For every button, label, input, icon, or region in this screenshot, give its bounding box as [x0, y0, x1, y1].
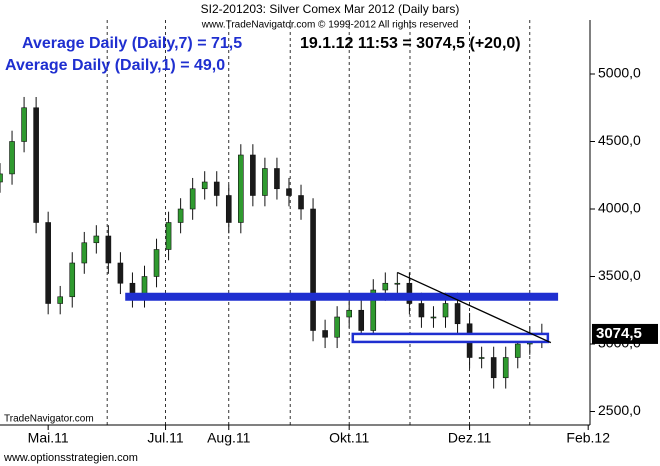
- candle-body: [490, 357, 497, 379]
- candle-body: [238, 154, 244, 223]
- indicator-label: Average Daily (Daily,1) = 49,0: [5, 57, 225, 74]
- candle-body: [45, 222, 51, 304]
- candle-body: [514, 343, 521, 358]
- candle-body: [165, 222, 172, 250]
- candle-body: [322, 330, 328, 338]
- candle-body: [177, 208, 184, 223]
- x-tick-label: Jul.11: [147, 430, 184, 446]
- candle-body: [225, 195, 232, 223]
- y-tick-label: 5000,0: [598, 65, 641, 81]
- footer: www.optionsstrategien.com: [3, 452, 138, 464]
- candle-body: [117, 262, 124, 284]
- candle-body: [478, 357, 485, 359]
- x-tick-label: Aug.11: [207, 430, 251, 446]
- candle-body: [454, 303, 461, 325]
- x-tick-label: Feb.12: [566, 430, 610, 446]
- candle-body: [81, 242, 88, 264]
- candle-body: [358, 309, 365, 331]
- x-tick-label: Okt.11: [329, 430, 369, 446]
- candle-body: [430, 316, 437, 319]
- y-tick-label: 4500,0: [598, 132, 641, 148]
- candle-body: [394, 282, 401, 285]
- candle-body: [213, 181, 220, 196]
- y-tick-label: 4000,0: [598, 200, 641, 216]
- last-price-label: 3074,5: [596, 325, 642, 342]
- candle-body: [310, 208, 316, 331]
- candle-body: [418, 303, 425, 318]
- candle-body: [502, 357, 509, 379]
- y-tick-label: 2500,0: [598, 402, 641, 418]
- level-band: [125, 292, 559, 301]
- candle-body: [442, 303, 449, 318]
- last-price-box: [592, 323, 658, 344]
- chart-title: SI2-201203: Silver Comex Mar 2012 (Daily…: [201, 2, 460, 16]
- candle-body: [93, 235, 100, 244]
- candle-body: [286, 188, 292, 196]
- candle-body: [262, 168, 268, 196]
- chart-subtitle: www.TradeNavigator.com © 1999-2012 All r…: [201, 20, 459, 31]
- candle-body: [33, 107, 39, 223]
- candle-body: [346, 309, 352, 318]
- candle-body: [334, 316, 340, 338]
- candle-body: [21, 107, 27, 142]
- candle-body: [382, 282, 389, 291]
- indicator-label: Average Daily (Daily,7) = 71,5: [22, 35, 242, 52]
- candle-body: [105, 235, 112, 264]
- candle-body: [298, 195, 304, 210]
- x-tick-label: Dez.11: [448, 430, 492, 446]
- candle-body: [370, 289, 377, 331]
- candle-body: [9, 141, 15, 175]
- candle-body: [274, 168, 280, 190]
- level-band: [351, 332, 550, 344]
- candle-body: [57, 296, 64, 304]
- candle-body: [189, 188, 196, 210]
- candle-body: [250, 154, 256, 196]
- y-tick-label: 3500,0: [598, 267, 641, 283]
- candle-body: [69, 262, 76, 298]
- quote-label: 19.1.12 11:53 = 3074,5 (+20,0): [300, 35, 521, 52]
- trendline: [397, 271, 552, 344]
- candle-body: [0, 173, 3, 183]
- candle-body: [201, 181, 208, 190]
- watermark: TradeNavigator.com: [4, 414, 94, 425]
- x-tick-label: Mai.11: [28, 430, 69, 446]
- candle-body: [153, 249, 160, 277]
